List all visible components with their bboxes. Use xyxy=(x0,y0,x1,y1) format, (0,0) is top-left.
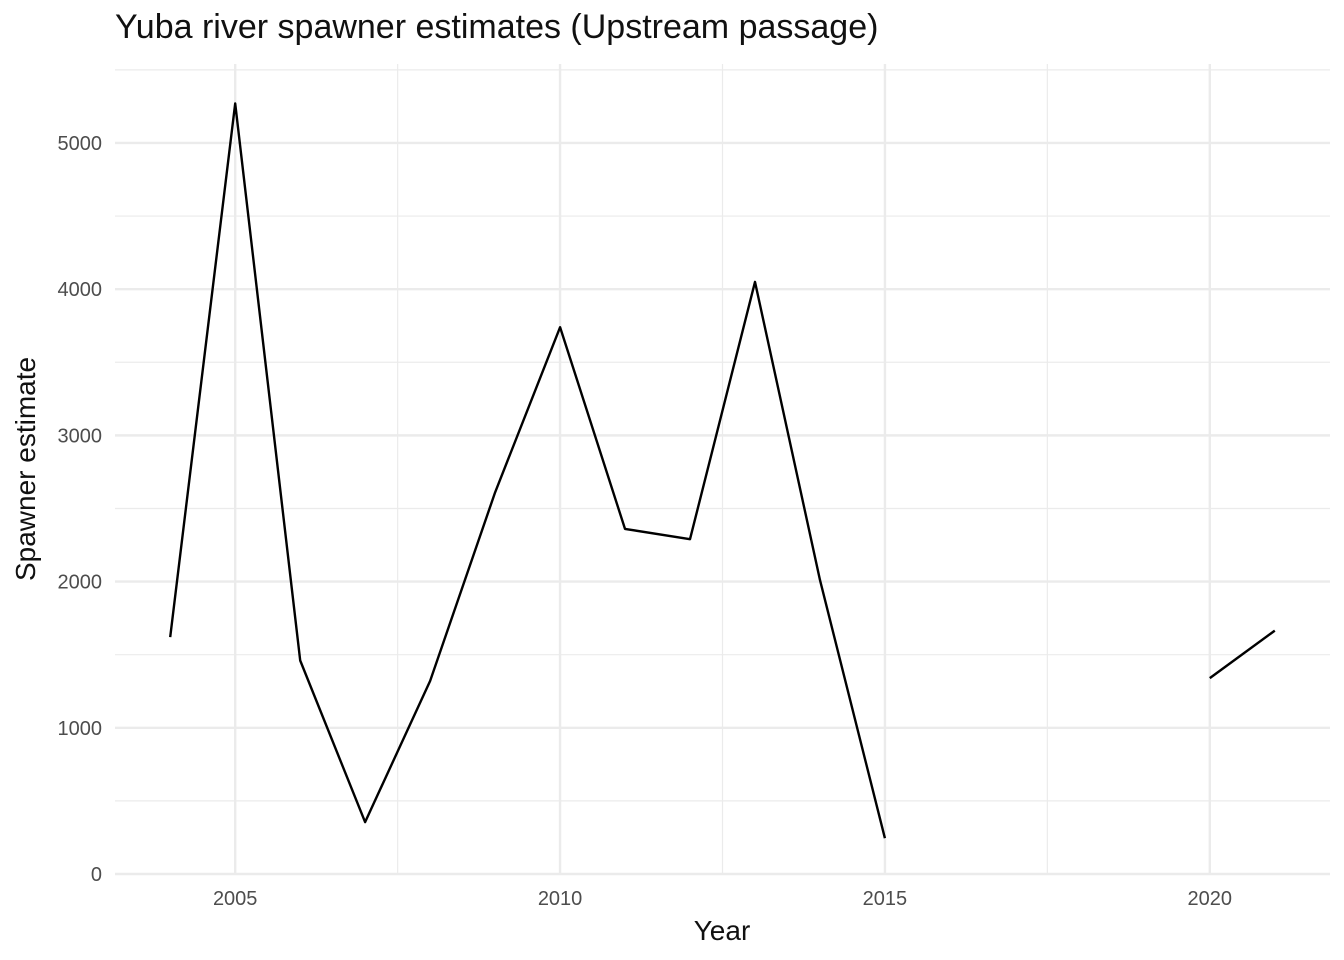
minor-gridlines xyxy=(115,64,1330,874)
y-tick-label: 3000 xyxy=(58,425,103,447)
y-tick-label: 4000 xyxy=(58,279,103,301)
x-axis-tick-labels: 2005 2010 2015 2020 xyxy=(213,888,1232,910)
series-line-segment xyxy=(1209,629,1276,680)
series-line-segment xyxy=(169,102,887,839)
chart-title: Yuba river spawner estimates (Upstream p… xyxy=(115,8,879,46)
x-tick-label: 2010 xyxy=(538,888,583,910)
y-tick-label: 2000 xyxy=(58,572,103,594)
y-tick-label: 5000 xyxy=(58,133,103,155)
y-axis-tick-labels: 0 1000 2000 3000 4000 5000 xyxy=(58,133,103,886)
y-tick-label: 0 xyxy=(91,864,102,886)
x-axis-title: Year xyxy=(694,915,751,946)
x-tick-label: 2020 xyxy=(1188,888,1233,910)
series-lines xyxy=(169,102,1276,839)
major-gridlines xyxy=(115,64,1330,876)
y-axis-title: Spawner estimate xyxy=(10,357,41,581)
x-tick-label: 2005 xyxy=(213,888,258,910)
y-tick-label: 1000 xyxy=(58,718,103,740)
x-tick-label: 2015 xyxy=(863,888,908,910)
